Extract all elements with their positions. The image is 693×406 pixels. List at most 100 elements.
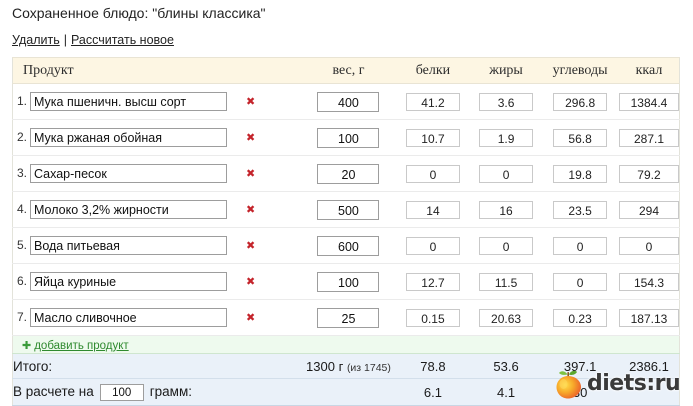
row-index: 3. bbox=[16, 165, 27, 180]
weight-input[interactable]: 20 bbox=[317, 163, 380, 184]
add-product-row[interactable]: ✚ добавить продукт bbox=[12, 335, 680, 354]
delete-row-icon[interactable]: ✖ bbox=[246, 275, 256, 288]
product-name-input[interactable]: Мука ржаная обойная bbox=[30, 128, 227, 147]
link-separator: | bbox=[63, 33, 67, 47]
product-name-input[interactable]: Сахар-песок bbox=[30, 164, 227, 183]
per-portion-row: В расчете на 100 грамм: 6.1 4.1 30 bbox=[12, 378, 680, 406]
row-index: 2. bbox=[16, 129, 27, 144]
product-cell: 6. Яйца куриные ✖ bbox=[12, 263, 302, 300]
add-product-link[interactable]: добавить продукт bbox=[34, 339, 129, 352]
delete-row-icon[interactable]: ✖ bbox=[246, 131, 256, 144]
row-index: 5. bbox=[16, 237, 27, 252]
delete-row-icon[interactable]: ✖ bbox=[246, 95, 256, 108]
totals-kcal: 2386.1 bbox=[618, 353, 680, 379]
kcal-value: 187.13 bbox=[618, 308, 679, 327]
protein-value: 0 bbox=[405, 164, 460, 183]
plus-icon: ✚ bbox=[22, 338, 32, 352]
delete-row-icon[interactable]: ✖ bbox=[246, 311, 256, 324]
action-links: Удалить | Рассчитать новое bbox=[12, 33, 174, 47]
kcal-value: 154.3 bbox=[618, 272, 679, 291]
fat-value: 1.9 bbox=[479, 128, 534, 147]
table-row: 5. Вода питьевая ✖ 600 0 0 0 0 bbox=[12, 227, 680, 264]
product-name-input[interactable]: Молоко 3,2% жирности bbox=[30, 200, 227, 219]
totals-weight-note: (из 1745) bbox=[346, 361, 391, 374]
delete-dish-link[interactable]: Удалить bbox=[12, 33, 60, 47]
column-header-carbs: углеводы bbox=[541, 57, 619, 84]
table-row: 2. Мука ржаная обойная ✖ 100 10.7 1.9 56.8… bbox=[12, 119, 680, 156]
carbs-value: 296.8 bbox=[553, 92, 608, 111]
protein-value: 10.7 bbox=[405, 128, 460, 147]
page-title: Сохраненное блюдо: "блины классика" bbox=[12, 5, 266, 21]
carbs-value: 0.23 bbox=[553, 308, 608, 327]
column-header-fat: жиры bbox=[470, 57, 542, 84]
kcal-value: 0 bbox=[618, 236, 679, 255]
totals-label: Итого: bbox=[12, 353, 302, 379]
fat-value: 20.63 bbox=[479, 308, 534, 327]
per-portion-protein: 6.1 bbox=[395, 378, 471, 406]
per-portion-carbs: 30 bbox=[541, 378, 619, 406]
protein-value: 41.2 bbox=[405, 92, 460, 111]
fat-value: 0 bbox=[479, 236, 534, 255]
weight-input[interactable]: 600 bbox=[317, 235, 380, 256]
weight-input[interactable]: 100 bbox=[317, 127, 380, 148]
row-index: 7. bbox=[16, 309, 27, 324]
table-row: 3. Сахар-песок ✖ 20 0 0 19.8 79.2 bbox=[12, 155, 680, 192]
kcal-value: 294 bbox=[618, 200, 679, 219]
totals-row: Итого: 1300 г (из 1745) 78.8 53.6 397.1 … bbox=[12, 353, 680, 379]
protein-value: 0 bbox=[405, 236, 460, 255]
product-cell: 1. Мука пшеничн. высш сорт ✖ bbox=[12, 83, 302, 120]
product-name-input[interactable]: Масло сливочное bbox=[30, 308, 227, 327]
product-cell: 4. Молоко 3,2% жирности ✖ bbox=[12, 191, 302, 228]
product-cell: 3. Сахар-песок ✖ bbox=[12, 155, 302, 192]
protein-value: 12.7 bbox=[405, 272, 460, 291]
weight-input[interactable]: 500 bbox=[317, 199, 380, 220]
carbs-value: 23.5 bbox=[553, 200, 608, 219]
kcal-value: 287.1 bbox=[618, 128, 679, 147]
totals-carbs: 397.1 bbox=[541, 353, 619, 379]
table-row: 4. Молоко 3,2% жирности ✖ 500 14 16 23.5 2… bbox=[12, 191, 680, 228]
product-name-input[interactable]: Вода питьевая bbox=[30, 236, 227, 255]
weight-input[interactable]: 25 bbox=[317, 307, 380, 328]
table-row: 7. Масло сливочное ✖ 25 0.15 20.63 0.23 18… bbox=[12, 299, 680, 336]
product-cell: 2. Мука ржаная обойная ✖ bbox=[12, 119, 302, 156]
carbs-value: 0 bbox=[553, 236, 608, 255]
kcal-value: 1384.4 bbox=[618, 92, 679, 111]
column-header-weight: вес, г bbox=[301, 57, 396, 84]
fat-value: 0 bbox=[479, 164, 534, 183]
product-name-input[interactable]: Мука пшеничн. высш сорт bbox=[30, 92, 227, 111]
row-index: 4. bbox=[16, 201, 27, 216]
product-name-input[interactable]: Яйца куриные bbox=[30, 272, 227, 291]
delete-row-icon[interactable]: ✖ bbox=[246, 239, 256, 252]
per-portion-amount-input[interactable]: 100 bbox=[99, 383, 144, 401]
carbs-value: 19.8 bbox=[553, 164, 608, 183]
totals-fat: 53.6 bbox=[470, 353, 542, 379]
carbs-value: 0 bbox=[553, 272, 608, 291]
protein-value: 0.15 bbox=[405, 308, 460, 327]
table-header-row: Продукт вес, г белки жиры углеводы ккал bbox=[12, 57, 680, 84]
fat-value: 3.6 bbox=[479, 92, 534, 111]
protein-value: 14 bbox=[405, 200, 460, 219]
row-index: 6. bbox=[16, 273, 27, 288]
recalculate-link[interactable]: Рассчитать новое bbox=[70, 33, 174, 47]
nutrition-table: Продукт вес, г белки жиры углеводы ккал … bbox=[12, 57, 680, 406]
totals-protein: 78.8 bbox=[395, 353, 471, 379]
weight-input[interactable]: 100 bbox=[317, 271, 380, 292]
per-portion-label-cell: В расчете на 100 грамм: bbox=[12, 378, 396, 406]
fat-value: 11.5 bbox=[479, 272, 534, 291]
per-portion-label-after: грамм: bbox=[149, 383, 192, 399]
product-cell: 5. Вода питьевая ✖ bbox=[12, 227, 302, 264]
delete-row-icon[interactable]: ✖ bbox=[246, 203, 256, 216]
column-header-protein: белки bbox=[395, 57, 471, 84]
row-index: 1. bbox=[16, 93, 27, 108]
per-portion-label-before: В расчете на bbox=[13, 383, 94, 399]
delete-row-icon[interactable]: ✖ bbox=[246, 167, 256, 180]
per-portion-fat: 4.1 bbox=[470, 378, 542, 406]
table-row: 6. Яйца куриные ✖ 100 12.7 11.5 0 154.3 bbox=[12, 263, 680, 300]
carbs-value: 56.8 bbox=[553, 128, 608, 147]
column-header-kcal: ккал bbox=[618, 57, 680, 84]
weight-input[interactable]: 400 bbox=[317, 91, 380, 112]
per-portion-kcal bbox=[618, 378, 680, 406]
totals-weight: 1300 г bbox=[306, 358, 344, 374]
table-row: 1. Мука пшеничн. высш сорт ✖ 400 41.2 3.6 … bbox=[12, 83, 680, 120]
